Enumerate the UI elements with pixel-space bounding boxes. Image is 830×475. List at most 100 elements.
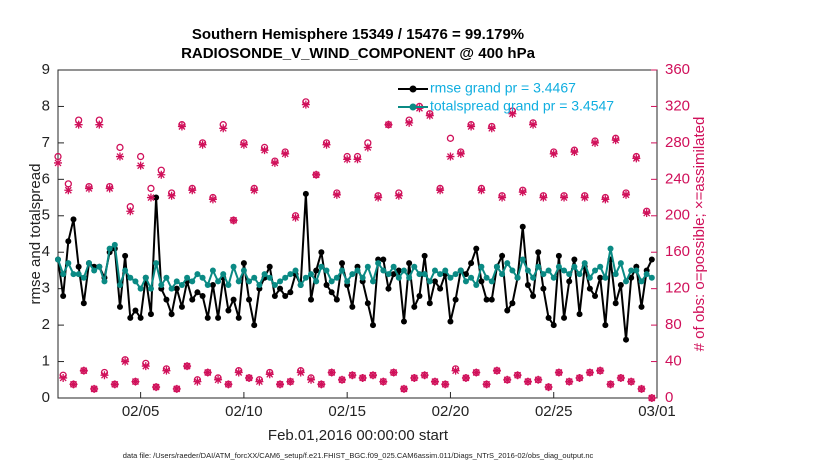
series-point <box>287 289 294 296</box>
assimilated-obs-point <box>152 383 161 392</box>
series-point <box>555 263 562 270</box>
series-point <box>101 278 108 285</box>
series-point <box>308 271 315 278</box>
assimilated-obs-point <box>84 184 93 193</box>
series-point <box>535 263 542 270</box>
series-point <box>147 311 154 318</box>
series-point <box>199 292 206 299</box>
x-tick-label: 02/10 <box>225 403 263 420</box>
x-tick-label: 02/25 <box>535 403 573 420</box>
series-point <box>499 271 506 278</box>
series-point <box>504 260 511 267</box>
legend-marker <box>409 85 417 93</box>
series-point <box>339 267 346 274</box>
possible-obs-point <box>136 152 145 161</box>
series-point <box>431 267 438 274</box>
assimilated-obs-point <box>208 195 217 204</box>
y-tick-label: 5 <box>42 207 50 224</box>
series-point <box>122 267 129 274</box>
series-point <box>225 307 232 314</box>
assimilated-obs-point <box>105 184 114 193</box>
series-point <box>220 271 227 278</box>
y-axis-label: rmse and totalspread <box>27 164 44 305</box>
series-point <box>364 300 371 307</box>
assimilated-obs-point <box>343 155 352 164</box>
series-point <box>235 314 242 321</box>
assimilated-obs-point <box>384 120 393 129</box>
series-point <box>344 278 351 285</box>
assimilated-obs-point <box>498 193 507 202</box>
series-point <box>400 318 407 325</box>
assimilated-obs-point <box>296 368 305 377</box>
assimilated-obs-point <box>286 377 295 386</box>
assimilated-obs-point <box>95 120 104 129</box>
series-point <box>648 256 655 263</box>
series-point <box>519 223 526 230</box>
series-point <box>235 278 242 285</box>
series-point <box>184 274 191 281</box>
series-point <box>493 263 500 270</box>
series-point <box>566 271 573 278</box>
series-point <box>416 271 423 278</box>
assimilated-obs-point <box>379 377 388 386</box>
series-point <box>251 322 258 329</box>
series-point <box>230 296 237 303</box>
series-point <box>550 322 557 329</box>
assimilated-obs-point <box>477 186 486 195</box>
assimilated-obs-point <box>322 140 331 149</box>
series-point <box>623 278 630 285</box>
assimilated-obs-point <box>529 120 538 129</box>
assimilated-obs-point <box>415 104 424 113</box>
series-point <box>333 296 340 303</box>
series-point <box>369 322 376 329</box>
series-point <box>297 282 304 289</box>
series-point <box>452 296 459 303</box>
assimilated-obs-point <box>503 375 512 384</box>
assimilated-obs-point <box>554 368 563 377</box>
series-point <box>406 274 413 281</box>
series-point <box>592 267 599 274</box>
assimilated-obs-point <box>327 368 336 377</box>
series-point <box>116 303 123 310</box>
assimilated-obs-point <box>291 213 300 222</box>
x-tick-label: 02/05 <box>122 403 160 420</box>
series-point <box>189 296 196 303</box>
series-point <box>189 278 196 285</box>
assimilated-obs-point <box>317 380 326 389</box>
y2-tick-label: 360 <box>665 61 690 78</box>
series-point <box>204 282 211 289</box>
series-point <box>349 303 356 310</box>
series-point <box>540 271 547 278</box>
series-point <box>617 260 624 267</box>
series-point <box>457 267 464 274</box>
chart-title: Southern Hemisphere 15349 / 15476 = 99.1… <box>192 26 524 43</box>
y2-tick-label: 160 <box>665 243 690 260</box>
assimilated-obs-point <box>363 143 372 152</box>
assimilated-obs-point <box>301 100 310 109</box>
series-point <box>638 278 645 285</box>
y-tick-label: 7 <box>42 134 50 151</box>
y-tick-label: 0 <box>42 389 50 406</box>
assimilated-obs-point <box>332 190 341 199</box>
assimilated-obs-point <box>368 371 377 380</box>
x-tick-label: 02/20 <box>432 403 470 420</box>
assimilated-obs-point <box>374 193 383 202</box>
series-point <box>555 252 562 259</box>
series-point <box>643 271 650 278</box>
series-point <box>318 263 325 270</box>
series-point <box>483 296 490 303</box>
legend-marker <box>409 103 417 111</box>
assimilated-obs-point <box>632 154 641 163</box>
series-point <box>426 278 433 285</box>
series-point <box>462 271 469 278</box>
series-point <box>266 263 273 270</box>
assimilated-obs-point <box>126 207 135 216</box>
series-point <box>612 271 619 278</box>
possible-obs-point <box>147 184 155 193</box>
assimilated-obs-point <box>110 380 119 389</box>
y-tick-label: 4 <box>42 243 50 260</box>
series-point <box>576 271 583 278</box>
assimilated-obs-point <box>467 122 476 131</box>
series-point <box>612 300 619 307</box>
series-point <box>116 282 123 289</box>
